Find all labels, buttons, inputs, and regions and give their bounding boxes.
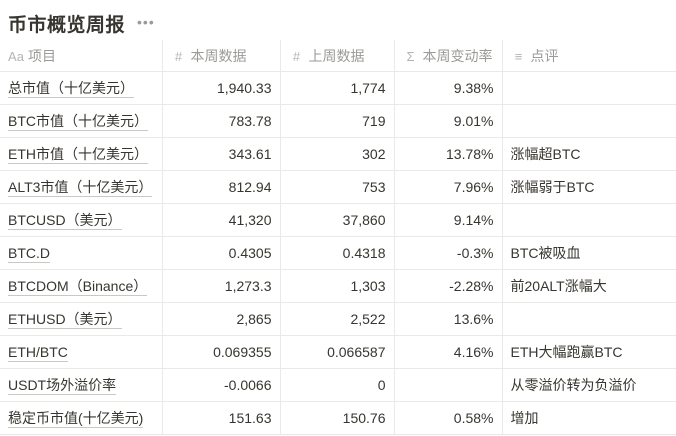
last-week-cell[interactable]: 37,860 [279,203,394,237]
row-name[interactable]: BTC.D [8,245,50,263]
this-week-cell[interactable]: 2,865 [161,302,280,336]
number-property-icon: # [292,48,301,64]
last-week-cell[interactable]: 1,774 [279,71,394,105]
column-header-label: 项目 [28,47,56,64]
number-property-icon: # [174,48,183,64]
row-name-cell[interactable]: 总市值（十亿美元） [0,71,162,105]
table-row[interactable]: USDT场外溢价率 -0.0066 0 从零溢价转为负溢价 [0,368,676,402]
row-name-cell[interactable]: 稳定币市值(十亿美元) [0,401,162,435]
this-week-cell[interactable]: 151.63 [161,401,280,435]
row-name[interactable]: ETH市值（十亿美元） [8,146,148,164]
change-cell[interactable]: 9.01% [393,104,502,138]
note-cell[interactable]: ETH大幅跑赢BTC [501,335,676,369]
column-header-label: 点评 [530,47,559,64]
database-table: Aa 项目 # 本周数据 # 上周数据 Σ 本周变动率 ≡ 点评 总市值（十亿美元） 1,… [0,40,676,435]
row-name[interactable]: 稳定币市值(十亿美元) [8,410,144,428]
formula-property-icon: Σ [406,48,415,64]
row-name[interactable]: BTC市值（十亿美元） [8,113,148,131]
last-week-cell[interactable]: 150.76 [279,401,394,435]
note-cell[interactable] [501,104,676,138]
row-name[interactable]: ETHUSD（美元） [8,311,122,329]
change-cell[interactable]: 0.58% [393,401,502,435]
this-week-cell[interactable]: 1,940.33 [161,71,280,105]
last-week-cell[interactable]: 2,522 [279,302,394,336]
this-week-cell[interactable]: 0.069355 [161,335,280,369]
last-week-cell[interactable]: 753 [279,170,394,204]
column-header-note[interactable]: ≡ 点评 [501,40,676,72]
change-cell[interactable] [393,368,502,402]
table-row[interactable]: BTC.D 0.4305 0.4318 -0.3% BTC被吸血 [0,236,676,270]
table-header-row: Aa 项目 # 本周数据 # 上周数据 Σ 本周变动率 ≡ 点评 [0,40,676,72]
row-name[interactable]: ETH/BTC [8,344,68,362]
change-cell[interactable]: 13.78% [393,137,502,171]
note-cell[interactable]: 涨幅弱于BTC [501,170,676,204]
this-week-cell[interactable]: 0.4305 [161,236,280,270]
row-name[interactable]: BTCDOM（Binance） [8,278,148,296]
text-lines-property-icon: ≡ [514,48,523,64]
change-cell[interactable]: -2.28% [393,269,502,303]
change-cell[interactable]: 9.38% [393,71,502,105]
table-row[interactable]: ETH市值（十亿美元） 343.61 302 13.78% 涨幅超BTC [0,137,676,171]
note-cell[interactable]: BTC被吸血 [501,236,676,270]
note-cell[interactable]: 前20ALT涨幅大 [501,269,676,303]
text-property-icon: Aa [8,48,24,64]
this-week-cell[interactable]: 783.78 [161,104,280,138]
table-row[interactable]: ETH/BTC 0.069355 0.066587 4.16% ETH大幅跑赢B… [0,335,676,369]
note-cell[interactable]: 从零溢价转为负溢价 [501,368,676,402]
row-name-cell[interactable]: BTC.D [0,236,162,270]
column-header-last-week[interactable]: # 上周数据 [279,40,394,72]
last-week-cell[interactable]: 0.066587 [279,335,394,369]
last-week-cell[interactable]: 0 [279,368,394,402]
row-name[interactable]: USDT场外溢价率 [8,377,117,395]
more-options-icon[interactable]: ••• [137,14,155,30]
row-name-cell[interactable]: USDT场外溢价率 [0,368,162,402]
table-row[interactable]: 稳定币市值(十亿美元) 151.63 150.76 0.58% 增加 [0,401,676,435]
row-name-cell[interactable]: BTCUSD（美元） [0,203,162,237]
table-row[interactable]: 总市值（十亿美元） 1,940.33 1,774 9.38% [0,71,676,105]
column-header-change[interactable]: Σ 本周变动率 [393,40,502,72]
table-row[interactable]: BTC市值（十亿美元） 783.78 719 9.01% [0,104,676,138]
row-name-cell[interactable]: ALT3市值（十亿美元） [0,170,162,204]
row-name-cell[interactable]: ETH市值（十亿美元） [0,137,162,171]
note-cell[interactable] [501,302,676,336]
column-header-label: 本周数据 [190,47,247,64]
this-week-cell[interactable]: 343.61 [161,137,280,171]
page-title[interactable]: 币市概览周报 [8,14,126,36]
note-cell[interactable] [501,203,676,237]
last-week-cell[interactable]: 302 [279,137,394,171]
table-row[interactable]: ALT3市值（十亿美元） 812.94 753 7.96% 涨幅弱于BTC [0,170,676,204]
change-cell[interactable]: 7.96% [393,170,502,204]
row-name[interactable]: 总市值（十亿美元） [8,80,134,98]
this-week-cell[interactable]: 812.94 [161,170,280,204]
note-cell[interactable] [501,71,676,105]
table-row[interactable]: BTCUSD（美元） 41,320 37,860 9.14% [0,203,676,237]
row-name-cell[interactable]: BTC市值（十亿美元） [0,104,162,138]
this-week-cell[interactable]: -0.0066 [161,368,280,402]
change-cell[interactable]: 9.14% [393,203,502,237]
last-week-cell[interactable]: 1,303 [279,269,394,303]
note-cell[interactable]: 涨幅超BTC [501,137,676,171]
row-name[interactable]: BTCUSD（美元） [8,212,122,230]
change-cell[interactable]: 13.6% [393,302,502,336]
title-row: 币市概览周报 ••• [8,8,155,38]
table-row[interactable]: BTCDOM（Binance） 1,273.3 1,303 -2.28% 前20… [0,269,676,303]
note-cell[interactable]: 增加 [501,401,676,435]
last-week-cell[interactable]: 719 [279,104,394,138]
column-header-name[interactable]: Aa 项目 [0,40,162,72]
this-week-cell[interactable]: 41,320 [161,203,280,237]
change-cell[interactable]: -0.3% [393,236,502,270]
last-week-cell[interactable]: 0.4318 [279,236,394,270]
column-header-label: 本周变动率 [422,47,493,64]
table-row[interactable]: ETHUSD（美元） 2,865 2,522 13.6% [0,302,676,336]
row-name[interactable]: ALT3市值（十亿美元） [8,179,153,197]
row-name-cell[interactable]: ETHUSD（美元） [0,302,162,336]
column-header-label: 上周数据 [308,47,365,64]
change-cell[interactable]: 4.16% [393,335,502,369]
row-name-cell[interactable]: BTCDOM（Binance） [0,269,162,303]
row-name-cell[interactable]: ETH/BTC [0,335,162,369]
this-week-cell[interactable]: 1,273.3 [161,269,280,303]
column-header-this-week[interactable]: # 本周数据 [161,40,280,72]
